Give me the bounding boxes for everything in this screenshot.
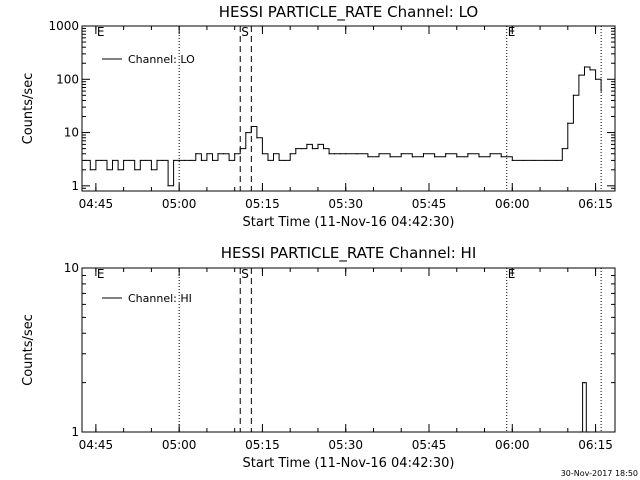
y-tick-label: 1 (71, 425, 79, 439)
x-tick-label: 06:15 (578, 438, 613, 452)
chart-title: HESSI PARTICLE_RATE Channel: LO (219, 3, 478, 22)
event-marker-label: E (508, 267, 516, 281)
x-tick-label: 05:00 (162, 438, 197, 452)
x-tick-label: 05:30 (328, 438, 363, 452)
x-tick-label: 06:00 (495, 197, 530, 211)
y-axis-label: Counts/sec (21, 314, 36, 386)
series-points (580, 382, 589, 433)
x-tick-label: 06:00 (495, 438, 530, 452)
x-tick-label: 04:45 (79, 438, 114, 452)
x-tick-label: 04:45 (79, 197, 114, 211)
x-tick-label: 05:00 (162, 197, 197, 211)
x-axis-label: Start Time (11-Nov-16 04:42:30) (243, 456, 455, 471)
plot-frame (81, 25, 616, 192)
legend-entry: Channel: HI (128, 292, 192, 305)
x-tick-label: 05:15 (245, 438, 280, 452)
series-points (84, 66, 602, 187)
x-tick-label: 06:15 (578, 197, 613, 211)
y-tick-label: 10 (64, 126, 79, 140)
event-marker-label: E (508, 25, 516, 39)
x-tick-label: 05:45 (412, 438, 447, 452)
event-marker-label: S (241, 25, 249, 39)
x-tick-label: 05:30 (328, 197, 363, 211)
y-tick-label: 1000 (48, 19, 79, 33)
panel-lo: HESSI PARTICLE_RATE Channel: LO 04:45 05:0… (21, 3, 616, 230)
event-marker-label: E (97, 25, 105, 39)
panel-hi: HESSI PARTICLE_RATE Channel: HI 04:45 05:0… (21, 244, 616, 471)
x-axis-label: Start Time (11-Nov-16 04:42:30) (243, 215, 455, 230)
footer-timestamp: 30-Nov-2017 18:50 (561, 469, 638, 478)
chart-title: HESSI PARTICLE_RATE Channel: HI (221, 244, 477, 263)
legend-entry: Channel: LO (128, 53, 195, 66)
y-tick-label: 100 (56, 72, 79, 86)
y-tick-label: 1 (71, 179, 79, 193)
y-axis-label: Counts/sec (21, 73, 36, 145)
x-tick-label: 05:45 (412, 197, 447, 211)
series-line (84, 66, 602, 187)
event-marker-label: E (97, 267, 105, 281)
plot-frame (81, 267, 616, 433)
y-tick-label: 10 (64, 261, 79, 275)
x-tick-label: 05:15 (245, 197, 280, 211)
event-marker-label: S (241, 267, 249, 281)
series-line (580, 382, 589, 433)
